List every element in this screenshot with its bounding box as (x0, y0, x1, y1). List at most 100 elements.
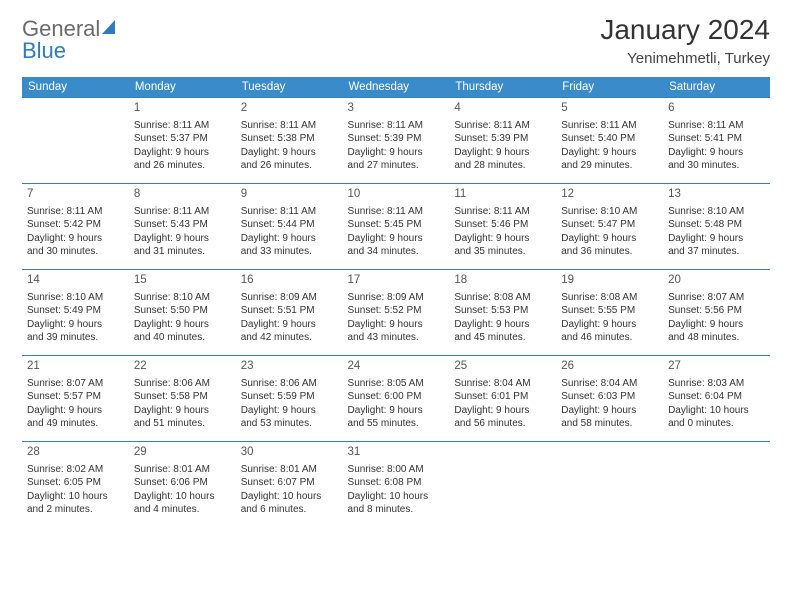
day-info: and 39 minutes. (27, 331, 124, 345)
day-info: Sunrise: 8:04 AM (561, 377, 658, 391)
day-info: Sunset: 5:50 PM (134, 304, 231, 318)
calendar-cell: 30Sunrise: 8:01 AMSunset: 6:07 PMDayligh… (236, 442, 343, 528)
day-info: and 36 minutes. (561, 245, 658, 259)
day-info: Sunrise: 8:07 AM (668, 291, 765, 305)
day-info: Sunset: 5:38 PM (241, 132, 338, 146)
day-info: and 33 minutes. (241, 245, 338, 259)
day-info: Daylight: 9 hours (27, 404, 124, 418)
day-info: Sunrise: 8:01 AM (134, 463, 231, 477)
day-header: Saturday (663, 77, 770, 98)
day-info: Daylight: 10 hours (27, 490, 124, 504)
day-info: Sunset: 5:49 PM (27, 304, 124, 318)
day-info: Sunset: 5:56 PM (668, 304, 765, 318)
day-number: 31 (348, 445, 445, 461)
day-info: and 30 minutes. (27, 245, 124, 259)
day-number: 26 (561, 359, 658, 375)
day-info: Daylight: 9 hours (134, 232, 231, 246)
calendar-cell: 11Sunrise: 8:11 AMSunset: 5:46 PMDayligh… (449, 184, 556, 270)
calendar-row: 28Sunrise: 8:02 AMSunset: 6:05 PMDayligh… (22, 442, 770, 528)
day-info: Sunset: 5:51 PM (241, 304, 338, 318)
day-header: Wednesday (343, 77, 450, 98)
day-info: Sunset: 5:39 PM (348, 132, 445, 146)
page-subtitle: Yenimehmetli, Turkey (600, 50, 770, 67)
page-title: January 2024 (600, 14, 770, 46)
day-info: Sunset: 6:01 PM (454, 390, 551, 404)
day-info: Sunset: 5:41 PM (668, 132, 765, 146)
day-info: and 35 minutes. (454, 245, 551, 259)
day-info: and 26 minutes. (241, 159, 338, 173)
day-info: Daylight: 9 hours (241, 232, 338, 246)
calendar-cell: 3Sunrise: 8:11 AMSunset: 5:39 PMDaylight… (343, 98, 450, 184)
day-info: and 6 minutes. (241, 503, 338, 517)
day-number: 13 (668, 187, 765, 203)
day-info: Sunrise: 8:04 AM (454, 377, 551, 391)
day-info: Sunrise: 8:11 AM (134, 119, 231, 133)
day-info: Sunset: 6:03 PM (561, 390, 658, 404)
day-number: 9 (241, 187, 338, 203)
day-number: 23 (241, 359, 338, 375)
calendar-cell: 15Sunrise: 8:10 AMSunset: 5:50 PMDayligh… (129, 270, 236, 356)
day-info: Daylight: 9 hours (348, 232, 445, 246)
day-number: 5 (561, 101, 658, 117)
day-info: and 43 minutes. (348, 331, 445, 345)
day-info: Sunset: 5:42 PM (27, 218, 124, 232)
calendar-cell: 27Sunrise: 8:03 AMSunset: 6:04 PMDayligh… (663, 356, 770, 442)
calendar-table: Sunday Monday Tuesday Wednesday Thursday… (22, 77, 770, 528)
day-info: Sunset: 6:00 PM (348, 390, 445, 404)
day-info: Daylight: 9 hours (27, 232, 124, 246)
day-info: Daylight: 9 hours (241, 146, 338, 160)
day-info: and 42 minutes. (241, 331, 338, 345)
calendar-cell: 17Sunrise: 8:09 AMSunset: 5:52 PMDayligh… (343, 270, 450, 356)
day-header: Tuesday (236, 77, 343, 98)
day-info: Sunrise: 8:06 AM (134, 377, 231, 391)
calendar-page: General Blue January 2024 Yenimehmetli, … (0, 0, 792, 542)
day-info: Sunset: 5:46 PM (454, 218, 551, 232)
calendar-cell: 21 Sunrise: 8:07 AMSunset: 5:57 PMDayligh… (22, 356, 129, 442)
day-info: Sunrise: 8:11 AM (668, 119, 765, 133)
calendar-cell: 9Sunrise: 8:11 AMSunset: 5:44 PMDaylight… (236, 184, 343, 270)
calendar-cell: 18Sunrise: 8:08 AMSunset: 5:53 PMDayligh… (449, 270, 556, 356)
day-info: Sunset: 5:45 PM (348, 218, 445, 232)
day-info: Daylight: 9 hours (561, 146, 658, 160)
day-info: Sunrise: 8:11 AM (27, 205, 124, 219)
day-info: Daylight: 9 hours (241, 318, 338, 332)
day-info: Sunset: 6:05 PM (27, 476, 124, 490)
calendar-cell (663, 442, 770, 528)
day-info: and 45 minutes. (454, 331, 551, 345)
day-info: and 48 minutes. (668, 331, 765, 345)
day-info: Sunset: 6:06 PM (134, 476, 231, 490)
day-info: Sunrise: 8:07 AM (27, 377, 124, 391)
day-info: Sunrise: 8:11 AM (348, 205, 445, 219)
day-info: Daylight: 9 hours (134, 318, 231, 332)
day-number: 18 (454, 273, 551, 289)
day-number: 6 (668, 101, 765, 117)
day-header: Sunday (22, 77, 129, 98)
day-info: Daylight: 9 hours (134, 404, 231, 418)
day-info: Daylight: 9 hours (668, 232, 765, 246)
day-info: and 8 minutes. (348, 503, 445, 517)
day-header: Thursday (449, 77, 556, 98)
calendar-cell: 13Sunrise: 8:10 AMSunset: 5:48 PMDayligh… (663, 184, 770, 270)
day-info: Sunrise: 8:08 AM (561, 291, 658, 305)
calendar-cell: 14Sunrise: 8:10 AMSunset: 5:49 PMDayligh… (22, 270, 129, 356)
calendar-cell: 19Sunrise: 8:08 AMSunset: 5:55 PMDayligh… (556, 270, 663, 356)
day-info: and 27 minutes. (348, 159, 445, 173)
day-number: 15 (134, 273, 231, 289)
day-info: Sunrise: 8:09 AM (348, 291, 445, 305)
day-info: and 31 minutes. (134, 245, 231, 259)
day-info: Sunset: 5:57 PM (27, 390, 124, 404)
day-number: 21 (27, 359, 124, 375)
day-info: and 56 minutes. (454, 417, 551, 431)
day-info: Daylight: 9 hours (561, 404, 658, 418)
day-info: Sunrise: 8:10 AM (561, 205, 658, 219)
calendar-cell: 20Sunrise: 8:07 AMSunset: 5:56 PMDayligh… (663, 270, 770, 356)
day-info: Sunrise: 8:05 AM (348, 377, 445, 391)
day-info: Daylight: 9 hours (348, 318, 445, 332)
day-info: Sunrise: 8:03 AM (668, 377, 765, 391)
day-info: Sunset: 6:08 PM (348, 476, 445, 490)
day-info: Sunset: 5:52 PM (348, 304, 445, 318)
day-number: 1 (134, 101, 231, 117)
calendar-cell: 6Sunrise: 8:11 AMSunset: 5:41 PMDaylight… (663, 98, 770, 184)
day-info: Sunrise: 8:11 AM (241, 119, 338, 133)
day-number: 20 (668, 273, 765, 289)
